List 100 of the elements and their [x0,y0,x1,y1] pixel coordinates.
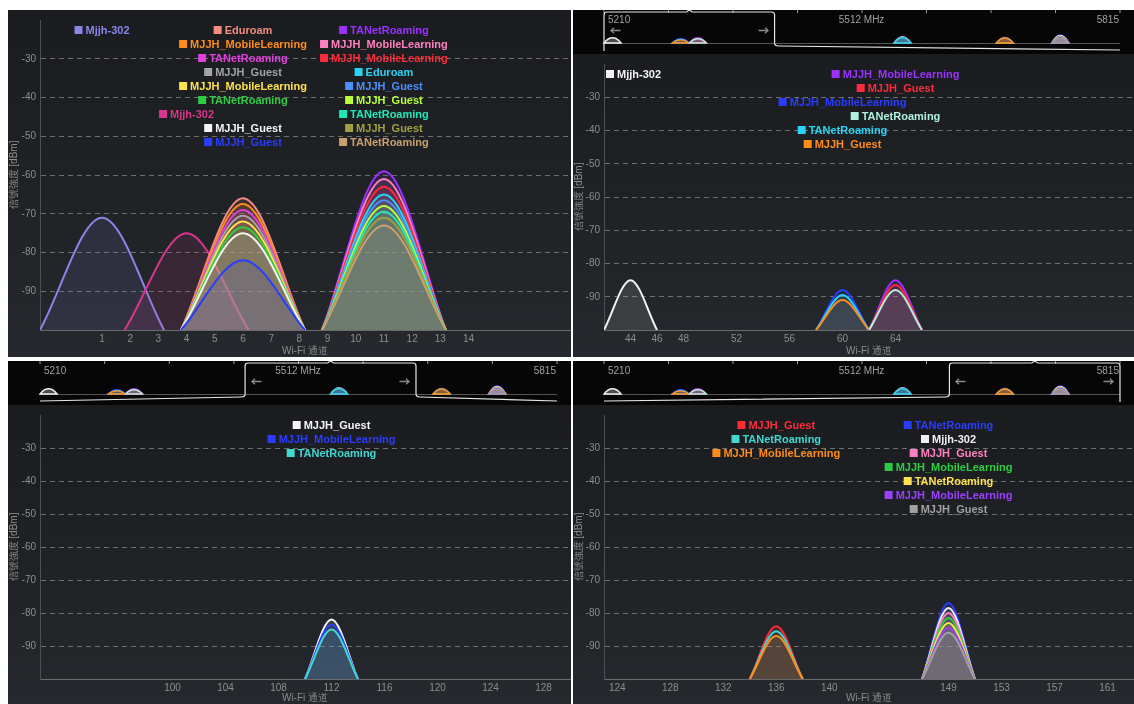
y-tick-label: -80 [21,246,37,258]
legend-label: MJJH_Guest [356,121,424,134]
legend-label: MJJH_MobileLearning [723,446,841,459]
y-tick-label: -90 [21,285,37,296]
legend-label: TANetRoaming [861,109,941,122]
legend-label: TANetRoaming [742,432,822,445]
text: 5512 MHz [275,365,321,377]
x-tick-label: 104 [217,681,235,693]
x-tick-label: 4 [183,332,190,344]
y-tick-label: -40 [585,124,601,136]
legend-label: MJJH_Guest [814,137,882,150]
x-tick-label: 132 [714,681,733,693]
x-tick-label: 2 [127,332,134,344]
y-tick-label: -50 [585,507,601,519]
x-tick-label: 136 [767,681,786,693]
legend-label: Mjjh-302 [617,67,662,80]
legend-label: TANetRoaming [209,93,288,106]
x-tick-label: 128 [535,681,553,693]
x-tick-label: 5 [212,332,219,344]
legend-label: MJJH_MobileLearning [278,432,396,445]
text: 5512 MHz [838,14,885,26]
legend-label: MJJH_Guest [215,135,283,148]
y-tick-label: -40 [585,474,601,486]
x-tick-label: 3 [155,332,162,344]
text: 5210 [608,14,631,26]
legend-label: TANetRoaming [350,135,429,148]
x-tick-label: 149 [940,681,958,693]
y-tick-label: -60 [21,540,37,552]
x-tick-label: 112 [323,681,340,693]
x-axis-title: Wi-Fi 通道 [281,691,329,703]
x-tick-label: 64 [889,332,902,344]
legend-label: TANetRoaming [350,107,429,120]
x-tick-label: 7 [268,332,275,344]
legend-label: MJJH_Guest [920,446,988,459]
x-axis-title: Wi-Fi 通道 [281,344,329,356]
y-tick-label: -40 [21,91,37,103]
y-tick-label: -80 [21,606,37,618]
y-tick-label: -60 [585,540,601,552]
y-tick-label: -70 [21,573,37,585]
y-tick-label: -80 [585,257,601,269]
legend-label: Mjjh-302 [170,107,215,120]
legend-label: Mjjh-302 [85,23,130,36]
legend-label: MJJH_MobileLearning [331,37,448,50]
y-tick-label: -50 [21,130,37,141]
x-tick-label: 8 [296,332,303,344]
legend-label: Eduroam [365,65,414,78]
x-tick-label: 157 [1046,681,1064,693]
y-tick-label: -70 [21,207,37,219]
x-tick-label: 128 [661,681,680,693]
y-axis-title: 信號強度 [dBm] [7,512,19,582]
text: 5210 [608,365,631,377]
y-tick-label: -30 [21,441,37,453]
y-tick-label: -50 [585,157,601,169]
legend-label: TANetRoaming [350,23,429,36]
legend-label: MJJH_MobileLearning [842,67,960,80]
legend-label: TANetRoaming [914,474,994,487]
y-tick-label: -40 [21,474,37,486]
x-tick-label: 48 [677,332,690,344]
y-tick-label: -60 [585,190,601,202]
text: 5512 MHz [838,365,885,377]
x-tick-label: 100 [164,681,182,693]
x-tick-label: 1 [99,332,106,344]
legend-label: TANetRoaming [297,446,377,459]
x-tick-label: 120 [429,681,447,693]
x-axis-title: Wi-Fi 通道 [845,691,893,703]
x-tick-label: 11 [378,332,390,344]
x-tick-label: 161 [1099,681,1117,693]
legend-label: Mjjh-302 [931,432,977,445]
legend-label: MJJH_Guest [748,418,816,431]
y-axis-title: 信號強度 [dBm] [572,512,584,582]
x-tick-label: 140 [820,681,839,693]
legend-label: MJJH_Guest [215,65,283,78]
y-tick-label: -60 [21,168,37,180]
y-axis-title: 信號強度 [dBm] [7,140,19,210]
y-tick-label: -70 [585,573,601,585]
legend-label: MJJH_Guest [920,502,988,515]
legend-label: MJJH_Guest [356,93,424,106]
x-tick-label: 46 [651,332,663,344]
y-tick-label: -90 [585,639,601,651]
y-tick-label: -70 [585,224,601,235]
y-tick-label: -30 [585,441,601,453]
y-tick-label: -30 [21,52,37,64]
legend-label: MJJH_MobileLearning [331,51,448,64]
y-axis-title: 信號強度 [dBm] [572,162,584,232]
legend-label: Eduroam [224,23,273,36]
y-tick-label: -90 [585,290,601,302]
legend-label: MJJH_Guest [303,418,371,431]
legend-label: MJJH_MobileLearning [190,79,307,92]
legend-label: MJJH_MobileLearning [895,488,1013,501]
x-tick-label: 52 [730,332,743,344]
text: 5210 [44,365,67,377]
y-tick-label: -50 [21,507,37,519]
legend-label: MJJH_MobileLearning [789,95,907,108]
legend-label: TANetRoaming [209,51,288,64]
legend-label: MJJH_Guest [356,79,424,92]
x-tick-label: 60 [836,332,849,344]
x-tick-label: 124 [482,681,500,693]
legend-label: TANetRoaming [808,123,888,136]
x-tick-label: 12 [406,332,419,344]
x-tick-label: 56 [783,332,796,344]
